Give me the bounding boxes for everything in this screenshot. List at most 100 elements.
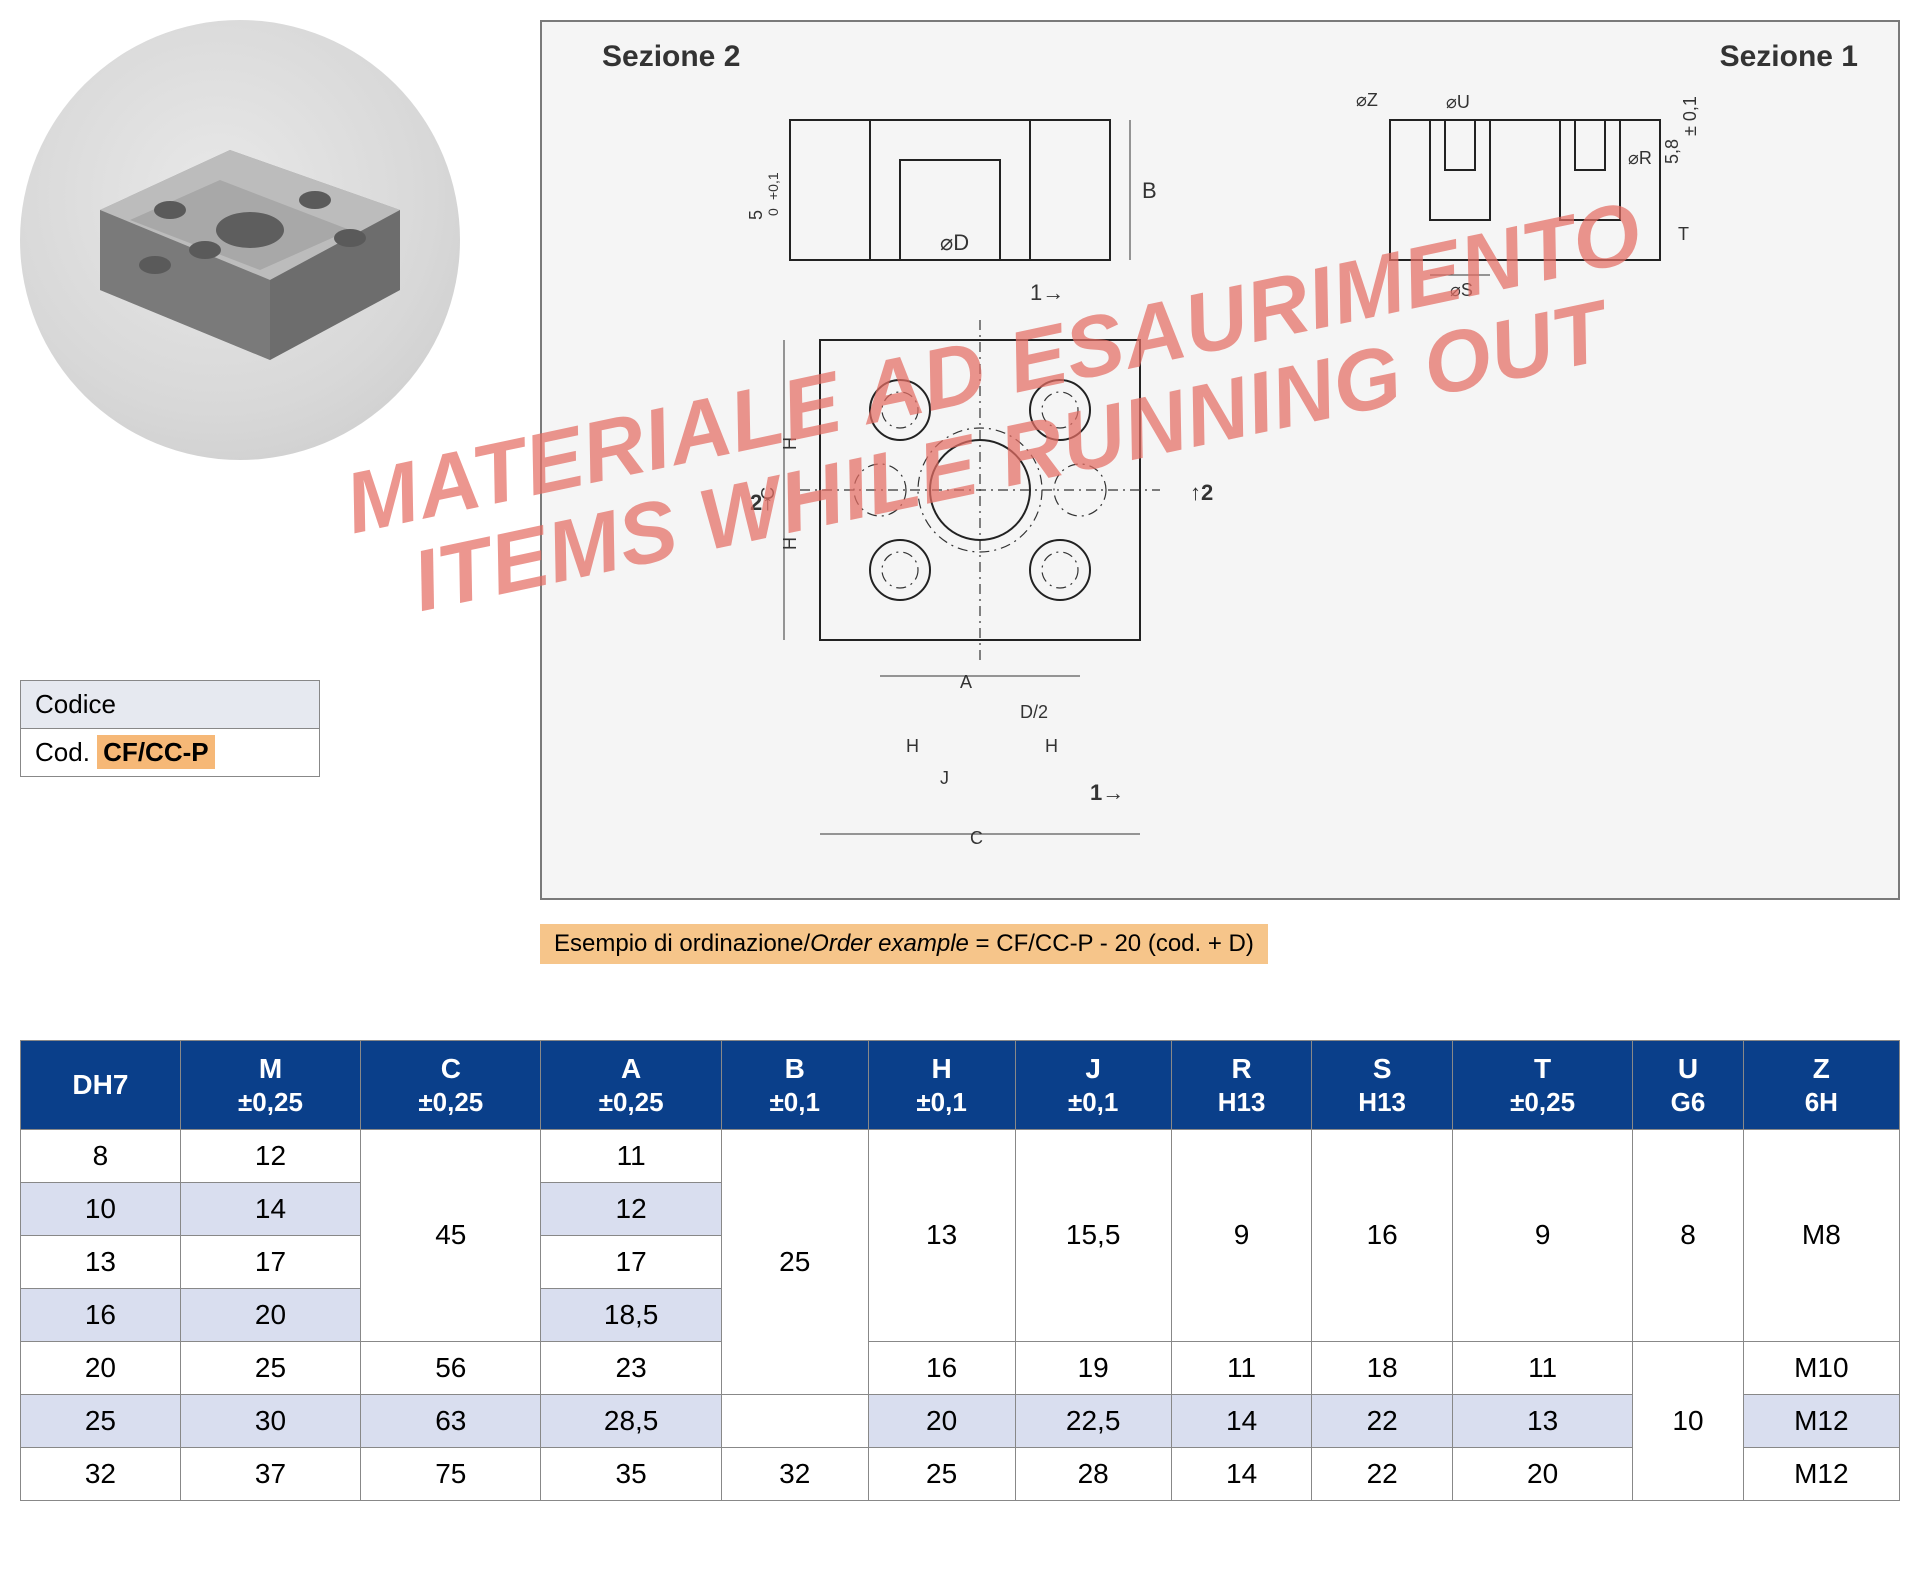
table-row: 8124511251315,591698M8	[21, 1129, 1900, 1182]
table-header: Z6H	[1743, 1041, 1899, 1130]
table-cell: 32	[21, 1447, 181, 1500]
table-cell: 37	[180, 1447, 360, 1500]
part-rendering	[20, 20, 460, 460]
table-cell: 10	[21, 1182, 181, 1235]
table-cell: 63	[361, 1394, 541, 1447]
table-cell: 16	[868, 1341, 1015, 1394]
svg-text:⌀R: ⌀R	[1628, 148, 1652, 168]
svg-text:5,8: 5,8	[1662, 139, 1682, 164]
codice-code: CF/CC-P	[97, 735, 214, 769]
table-header: T±0,25	[1452, 1041, 1632, 1130]
table-header: M±0,25	[180, 1041, 360, 1130]
table-cell: M8	[1743, 1129, 1899, 1341]
svg-text:+0,1: +0,1	[765, 172, 781, 200]
svg-text:⌀S: ⌀S	[1450, 280, 1473, 300]
spec-table: DH7M±0,25C±0,25A±0,25B±0,1H±0,1J±0,1RH13…	[20, 1040, 1900, 1501]
svg-text:D/2: D/2	[1020, 702, 1048, 722]
table-cell: 25	[180, 1341, 360, 1394]
table-cell: 18	[1312, 1341, 1453, 1394]
codice-body: Cod. CF/CC-P	[21, 729, 319, 776]
svg-text:1→: 1→	[1090, 780, 1124, 805]
table-cell: 20	[1452, 1447, 1632, 1500]
table-cell: 28	[1015, 1447, 1171, 1500]
codice-box: Codice Cod. CF/CC-P	[20, 680, 320, 777]
table-cell: M10	[1743, 1341, 1899, 1394]
codice-label: Codice	[21, 681, 319, 729]
table-cell: 16	[1312, 1129, 1453, 1341]
table-cell: 22	[1312, 1394, 1453, 1447]
table-cell: 14	[180, 1182, 360, 1235]
svg-text:± 0,1: ± 0,1	[1680, 96, 1700, 136]
table-header: H±0,1	[868, 1041, 1015, 1130]
table-cell: 12	[180, 1129, 360, 1182]
order-example-it: Esempio di ordinazione/	[554, 930, 810, 957]
svg-text:1→: 1→	[1030, 280, 1064, 305]
table-cell: 10	[1633, 1341, 1743, 1500]
order-example: Esempio di ordinazione/Order example = C…	[540, 924, 1268, 964]
table-header: J±0,1	[1015, 1041, 1171, 1130]
table-header: UG6	[1633, 1041, 1743, 1130]
svg-text:C: C	[970, 828, 983, 848]
table-cell: 75	[361, 1447, 541, 1500]
left-column: Codice Cod. CF/CC-P	[20, 20, 500, 900]
order-example-rest: = CF/CC-P - 20 (cod. + D)	[969, 930, 1254, 957]
technical-drawing: Sezione 2 Sezione 1 ⌀D B 5 +0,1	[540, 20, 1900, 900]
table-cell: 16	[21, 1288, 181, 1341]
table-cell: 25	[868, 1447, 1015, 1500]
table-cell: 18,5	[541, 1288, 721, 1341]
table-cell: 12	[541, 1182, 721, 1235]
svg-text:⌀U: ⌀U	[1446, 92, 1470, 112]
table-cell: 20	[868, 1394, 1015, 1447]
svg-text:⌀D: ⌀D	[940, 230, 969, 255]
svg-text:H: H	[906, 736, 919, 756]
table-header: A±0,25	[541, 1041, 721, 1130]
table-cell: 45	[361, 1129, 541, 1341]
svg-text:5: 5	[746, 210, 766, 220]
table-cell: 8	[21, 1129, 181, 1182]
table-cell: 30	[180, 1394, 360, 1447]
table-cell: 22,5	[1015, 1394, 1171, 1447]
table-cell: 23	[541, 1341, 721, 1394]
svg-text:J: J	[940, 768, 949, 788]
table-cell: 25	[721, 1129, 868, 1394]
table-cell: 25	[21, 1394, 181, 1447]
table-cell: 9	[1452, 1129, 1632, 1341]
table-cell: 11	[541, 1129, 721, 1182]
table-cell: 19	[1015, 1341, 1171, 1394]
table-cell: 13	[868, 1129, 1015, 1341]
table-cell: 17	[180, 1235, 360, 1288]
table-cell: 32	[721, 1447, 868, 1500]
table-cell: 20	[21, 1341, 181, 1394]
table-cell: 14	[1171, 1394, 1312, 1447]
table-header: RH13	[1171, 1041, 1312, 1130]
top-section: Codice Cod. CF/CC-P Sezione 2 Sezione 1 …	[20, 20, 1900, 900]
table-cell: 8	[1633, 1129, 1743, 1341]
order-example-en: Order example	[810, 930, 969, 957]
table-header: SH13	[1312, 1041, 1453, 1130]
table-cell: 14	[1171, 1447, 1312, 1500]
codice-prefix: Cod.	[35, 737, 90, 767]
table-cell: 28,5	[541, 1394, 721, 1447]
svg-text:⌀Z: ⌀Z	[1356, 90, 1378, 110]
table-row: 25306328,52022,5142213M12	[21, 1394, 1900, 1447]
table-cell: 22	[1312, 1447, 1453, 1500]
table-header: B±0,1	[721, 1041, 868, 1130]
svg-text:2↑: 2↑	[750, 490, 773, 515]
table-cell: 11	[1171, 1341, 1312, 1394]
table-cell: 35	[541, 1447, 721, 1500]
svg-text:T: T	[1678, 224, 1689, 244]
table-cell: 9	[1171, 1129, 1312, 1341]
sezione-2-label: Sezione 2	[602, 40, 740, 74]
table-cell: 56	[361, 1341, 541, 1394]
svg-text:B: B	[1142, 178, 1157, 203]
svg-text:0: 0	[765, 208, 781, 216]
table-row: 20255623161911181110M10	[21, 1341, 1900, 1394]
sezione-1-label: Sezione 1	[1720, 40, 1858, 74]
svg-text:A: A	[960, 672, 972, 692]
table-cell: 11	[1452, 1341, 1632, 1394]
table-cell: 13	[21, 1235, 181, 1288]
table-cell: 17	[541, 1235, 721, 1288]
table-cell: 20	[180, 1288, 360, 1341]
table-cell: M12	[1743, 1394, 1899, 1447]
svg-text:↑2: ↑2	[1190, 480, 1213, 505]
